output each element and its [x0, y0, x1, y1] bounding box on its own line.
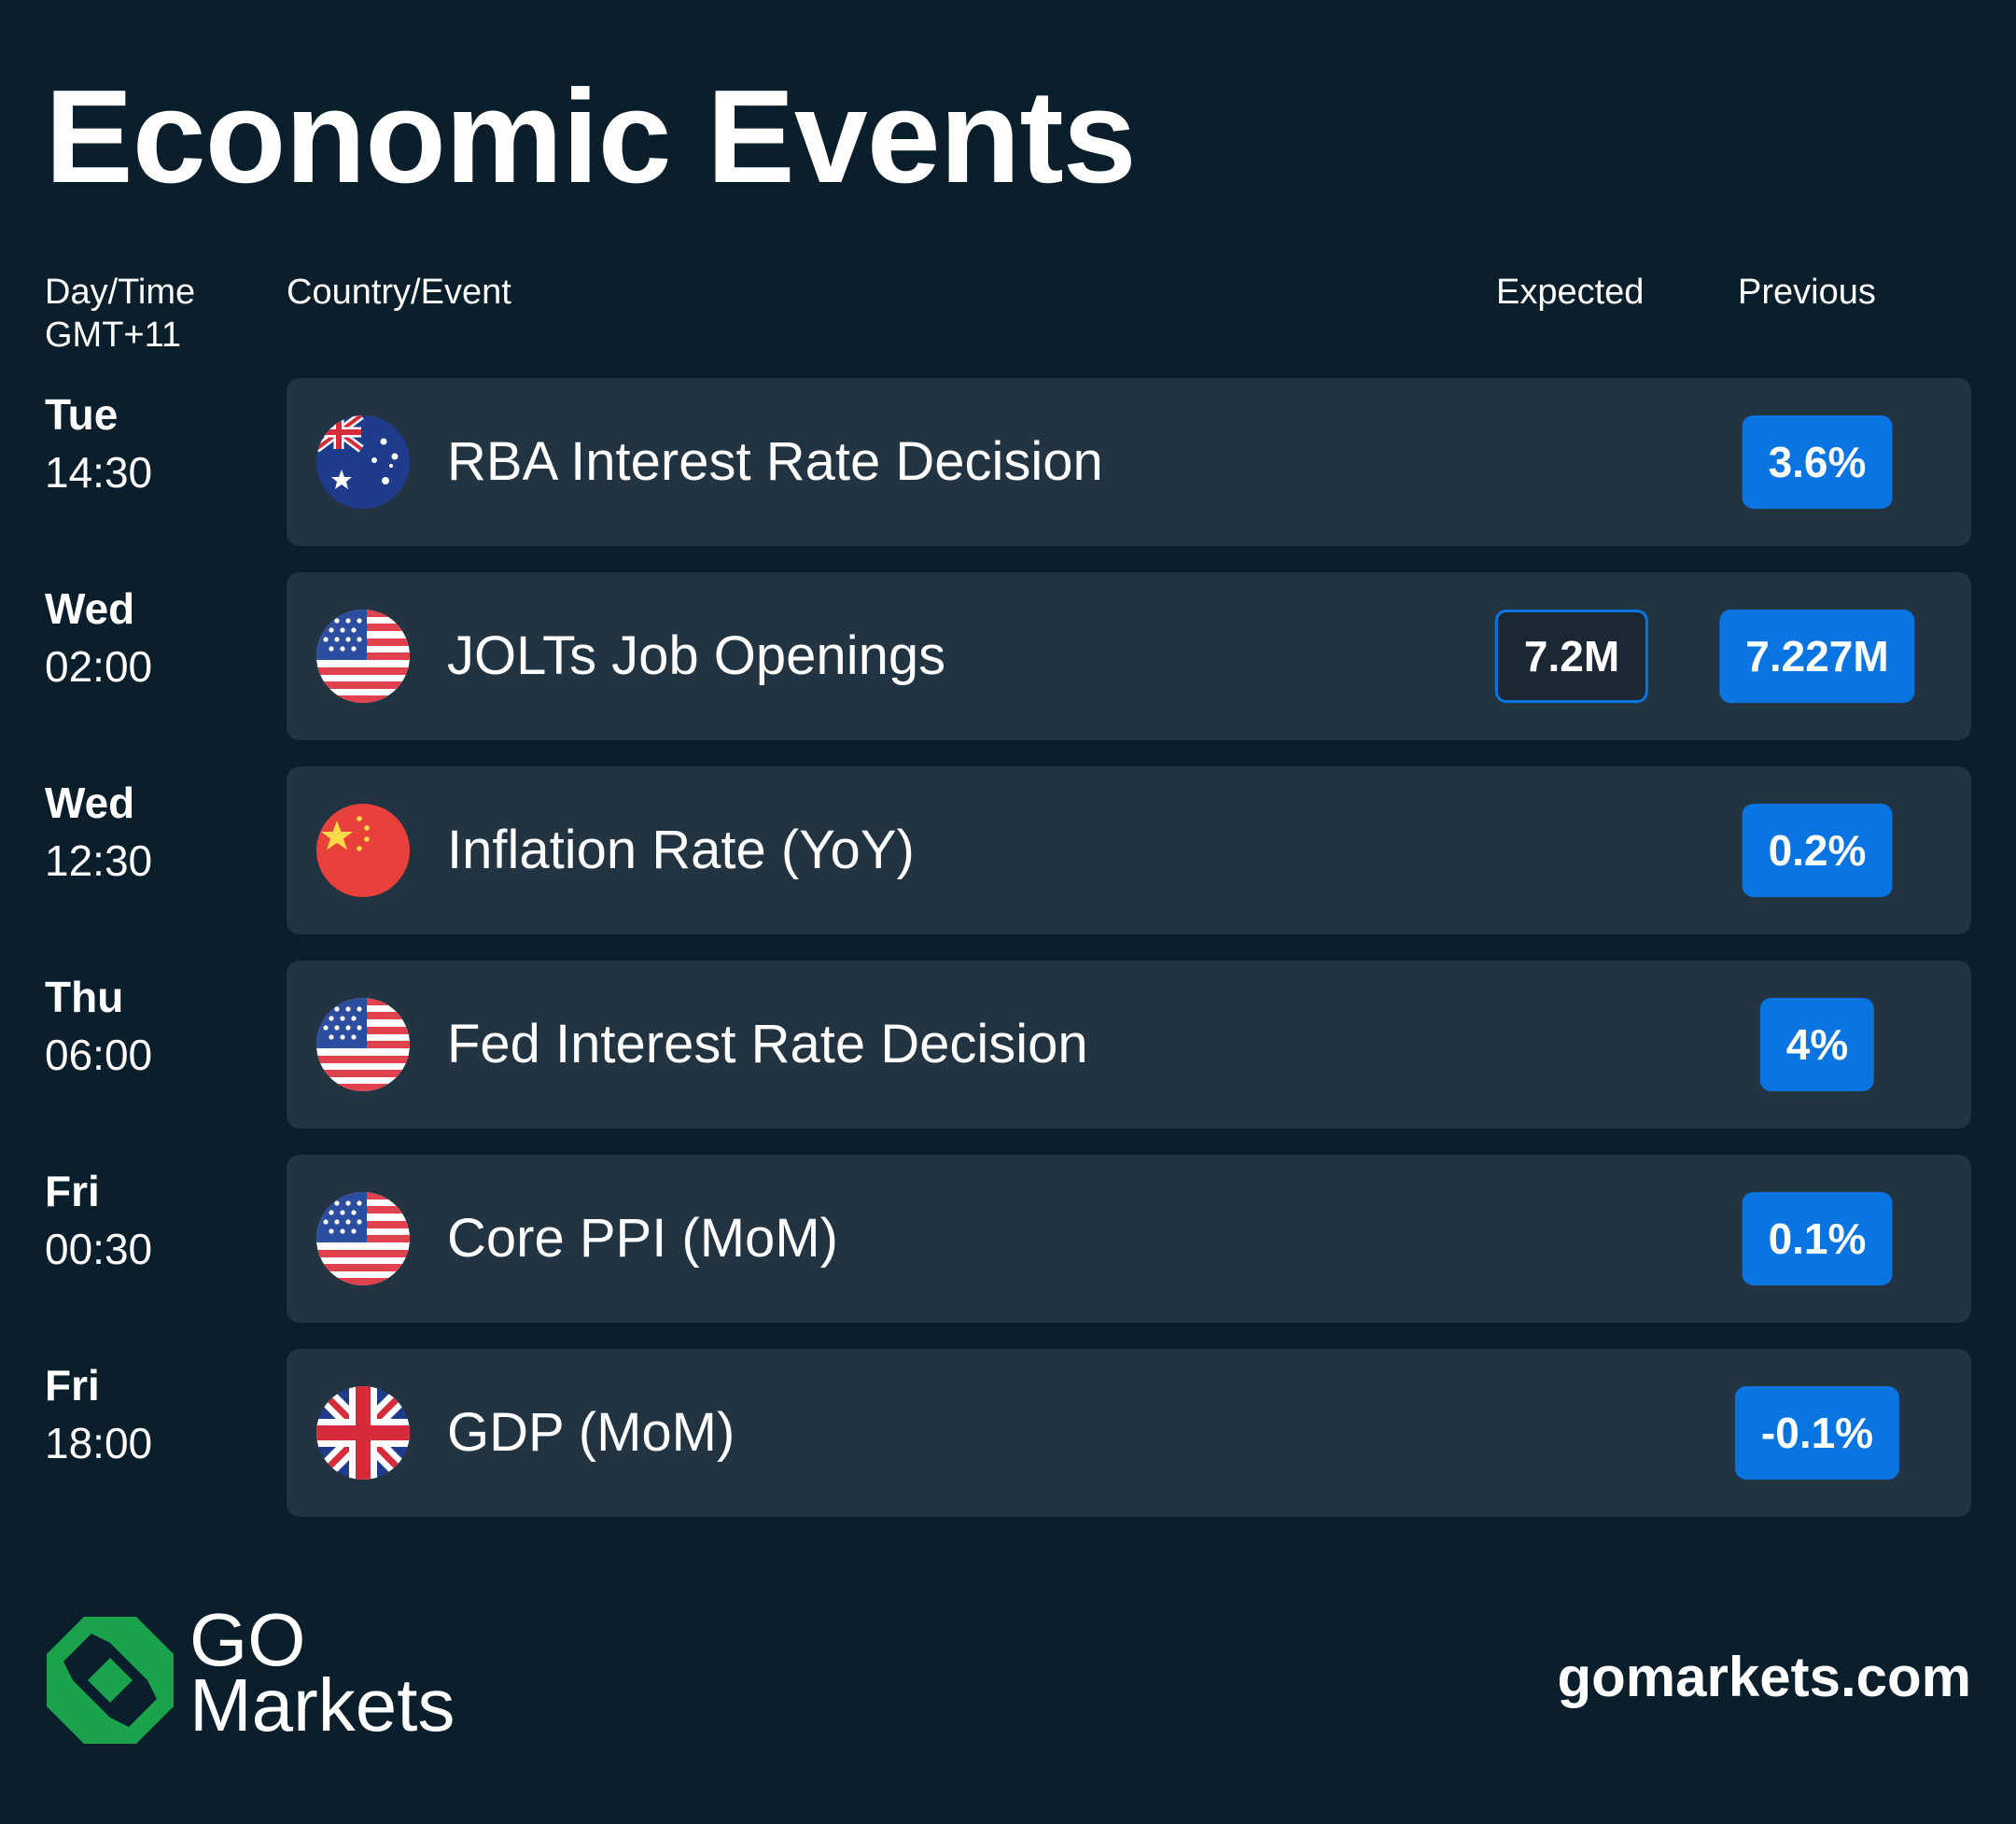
- event-datetime: Thu 06:00: [45, 970, 152, 1084]
- event-name: GDP (MoM): [447, 1402, 735, 1463]
- event-time: 02:00: [45, 641, 153, 691]
- previous-value: 0.1%: [1742, 1192, 1893, 1285]
- event-card: Core PPI (MoM) 0.1%: [287, 1155, 1971, 1323]
- previous-value: 4%: [1759, 998, 1875, 1091]
- event-card: GDP (MoM) -0.1%: [287, 1349, 1971, 1517]
- event-day: Tue: [45, 390, 119, 439]
- event-row: Fri 00:30: [0, 1155, 2016, 1323]
- event-row: Thu 06:00: [0, 961, 2016, 1129]
- usa-flag-icon: [316, 610, 410, 703]
- china-flag-icon: [316, 804, 410, 897]
- event-card: Inflation Rate (YoY) 0.2%: [287, 766, 1971, 934]
- expected-value: 7.2M: [1494, 610, 1649, 703]
- event-datetime: Fri 18:00: [45, 1358, 152, 1472]
- event-time: 00:30: [45, 1224, 153, 1273]
- event-row: Fri 18:00 GDP (MoM) -0.1%: [0, 1349, 2016, 1517]
- usa-flag-icon: [316, 998, 410, 1091]
- header-day-time-label: Day/Time: [45, 273, 196, 312]
- header-timezone-label: GMT+11: [45, 316, 182, 355]
- event-day: Thu: [45, 973, 124, 1021]
- event-name: JOLTs Job Openings: [447, 625, 946, 686]
- header-previous: Previous: [1738, 273, 1876, 312]
- event-datetime: Fri 00:30: [45, 1164, 152, 1278]
- brand-name: GO Markets: [189, 1598, 455, 1747]
- event-name: Inflation Rate (YoY): [447, 820, 915, 880]
- event-time: 12:30: [45, 835, 153, 885]
- event-datetime: Wed 02:00: [45, 582, 152, 695]
- event-name: Core PPI (MoM): [447, 1208, 838, 1269]
- usa-flag-icon: [316, 1192, 410, 1285]
- event-day: Wed: [45, 779, 135, 827]
- website-url: gomarkets.com: [1557, 1646, 1972, 1708]
- page-title: Economic Events: [45, 63, 1137, 211]
- event-day: Fri: [45, 1167, 100, 1215]
- previous-value: 0.2%: [1742, 804, 1893, 897]
- australia-flag-icon: [316, 415, 410, 509]
- event-row: Tue 14:30: [0, 378, 2016, 546]
- events-list: Tue 14:30: [0, 378, 2016, 1543]
- event-name: Fed Interest Rate Decision: [447, 1014, 1088, 1074]
- header-day-time: Day/Time GMT+11: [45, 271, 195, 357]
- event-datetime: Tue 14:30: [45, 387, 152, 501]
- event-day: Fri: [45, 1361, 100, 1410]
- go-markets-logo-icon: [45, 1615, 175, 1746]
- event-card: RBA Interest Rate Decision 3.6%: [287, 378, 1971, 546]
- event-name: RBA Interest Rate Decision: [447, 431, 1103, 492]
- brand-line-1: GO: [189, 1598, 306, 1681]
- header-expected: Expected: [1496, 273, 1645, 312]
- event-row: Wed 02:00: [0, 572, 2016, 740]
- previous-value: -0.1%: [1734, 1386, 1900, 1480]
- event-card: JOLTs Job Openings 7.2M 7.227M: [287, 572, 1971, 740]
- event-day: Wed: [45, 584, 135, 633]
- header-country-event: Country/Event: [287, 273, 511, 312]
- previous-value: 7.227M: [1719, 610, 1915, 703]
- event-time: 06:00: [45, 1030, 153, 1079]
- event-row: Wed 12:30 Inflation Rate (YoY) 0.2%: [0, 766, 2016, 934]
- uk-flag-icon: [316, 1386, 410, 1480]
- previous-value: 3.6%: [1742, 415, 1893, 509]
- event-time: 18:00: [45, 1418, 153, 1467]
- brand-line-2: Markets: [189, 1663, 455, 1747]
- event-card: Fed Interest Rate Decision 4%: [287, 961, 1971, 1129]
- event-datetime: Wed 12:30: [45, 776, 152, 890]
- event-time: 14:30: [45, 447, 153, 497]
